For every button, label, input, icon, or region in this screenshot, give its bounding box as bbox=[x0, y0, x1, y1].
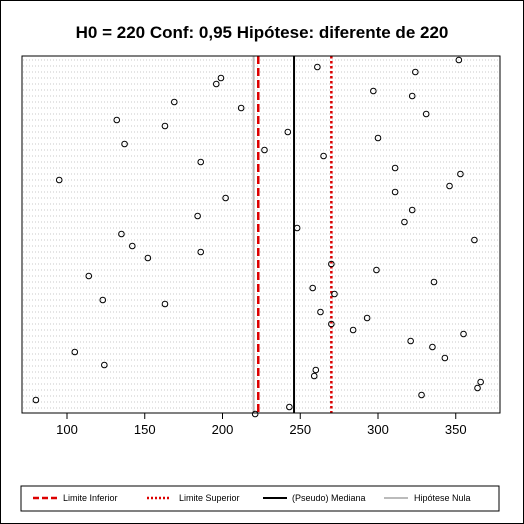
plot-area bbox=[21, 55, 501, 414]
x-tick-label: 300 bbox=[367, 422, 389, 437]
data-point bbox=[161, 122, 169, 130]
data-point bbox=[418, 391, 425, 399]
data-point bbox=[85, 272, 93, 280]
data-point bbox=[99, 296, 107, 304]
data-point bbox=[55, 176, 63, 184]
data-point bbox=[217, 74, 225, 82]
data-point bbox=[310, 372, 318, 380]
legend-label-median: (Pseudo) Mediana bbox=[292, 493, 366, 503]
data-point bbox=[391, 188, 399, 196]
reference-lines bbox=[252, 56, 333, 413]
data-point bbox=[118, 230, 125, 238]
data-point bbox=[363, 314, 371, 322]
data-point bbox=[194, 212, 201, 220]
data-point bbox=[460, 330, 467, 338]
data-point bbox=[237, 104, 245, 112]
legend: Limite Inferior Limite Superior (Pseudo)… bbox=[20, 485, 500, 512]
data-point bbox=[261, 146, 268, 154]
data-point bbox=[309, 284, 316, 292]
legend-label-upper: Limite Superior bbox=[179, 493, 240, 503]
data-point bbox=[471, 236, 478, 244]
x-tick-label: 250 bbox=[289, 422, 311, 437]
chart-title: H0 = 220 Conf: 0,95 Hipótese: diferente … bbox=[76, 23, 449, 42]
data-point bbox=[197, 248, 205, 256]
data-point bbox=[121, 140, 128, 148]
data-point bbox=[251, 410, 259, 418]
grid bbox=[23, 59, 499, 409]
data-point bbox=[441, 354, 449, 362]
data-point bbox=[412, 68, 419, 76]
data-point bbox=[32, 396, 40, 404]
data-point bbox=[446, 182, 453, 190]
data-point bbox=[408, 206, 416, 214]
data-point bbox=[144, 254, 152, 262]
data-point bbox=[286, 403, 293, 411]
data-point bbox=[113, 116, 121, 124]
data-point bbox=[284, 128, 292, 136]
data-point bbox=[373, 266, 380, 274]
data-point bbox=[457, 170, 464, 178]
data-point bbox=[374, 134, 382, 142]
data-point bbox=[129, 242, 136, 250]
data-point bbox=[312, 366, 320, 374]
data-point bbox=[430, 278, 438, 286]
data-point bbox=[349, 326, 357, 334]
data-point bbox=[474, 384, 481, 392]
x-tick-label: 350 bbox=[445, 422, 467, 437]
data-point bbox=[314, 63, 321, 71]
legend-label-null: Hipótese Nula bbox=[414, 493, 471, 503]
data-point bbox=[293, 224, 301, 232]
data-point bbox=[320, 152, 327, 160]
data-point bbox=[71, 348, 79, 356]
data-point bbox=[408, 92, 416, 100]
data-point bbox=[422, 110, 430, 118]
data-point bbox=[391, 164, 399, 172]
data-point bbox=[161, 300, 169, 308]
data-point bbox=[328, 260, 335, 268]
data-point bbox=[317, 308, 324, 316]
x-tick-label: 100 bbox=[56, 422, 78, 437]
data-point bbox=[370, 87, 377, 95]
x-tick-label: 150 bbox=[134, 422, 156, 437]
x-tick-label: 200 bbox=[212, 422, 234, 437]
legend-box bbox=[20, 485, 500, 512]
x-axis: 100 150 200 250 300 350 bbox=[56, 413, 467, 437]
data-point bbox=[401, 218, 408, 226]
data-point bbox=[331, 290, 338, 298]
data-point bbox=[101, 361, 108, 369]
legend-label-lower: Limite Inferior bbox=[63, 493, 118, 503]
data-point bbox=[328, 320, 335, 328]
data-point bbox=[455, 56, 463, 64]
data-point bbox=[477, 378, 484, 386]
data-point bbox=[197, 158, 205, 166]
data-point bbox=[407, 337, 414, 345]
data-point bbox=[170, 98, 178, 106]
data-points bbox=[32, 56, 484, 418]
data-point bbox=[222, 194, 229, 202]
data-point bbox=[212, 80, 220, 88]
data-point bbox=[429, 343, 436, 351]
